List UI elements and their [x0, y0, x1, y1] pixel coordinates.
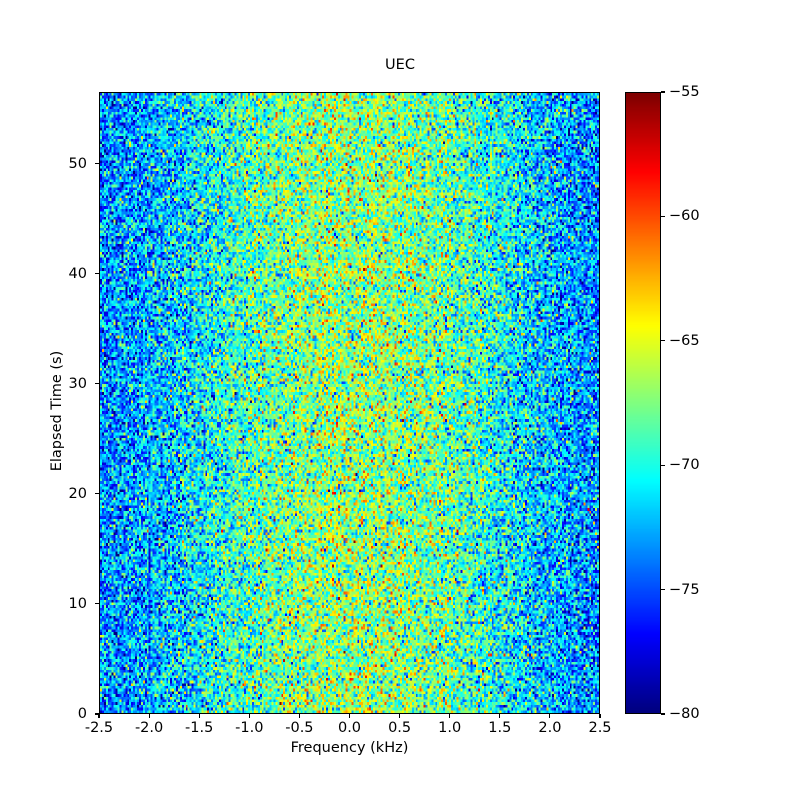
x-tick-mark [348, 714, 351, 719]
colorbar-tick-mark [661, 91, 666, 93]
x-tick-label: 2.5 [588, 720, 612, 736]
colorbar-tick-label: −75 [669, 581, 700, 598]
y-tick-label: 40 [68, 265, 87, 282]
x-tick-mark [148, 714, 150, 719]
x-tick-label: -1.5 [185, 720, 214, 736]
colorbar-tick-mark [661, 215, 666, 217]
colorbar-gradient [626, 93, 660, 713]
x-tick-label: 0.0 [337, 720, 362, 736]
x-tick-label: -0.5 [285, 720, 314, 736]
y-tick-label: 0 [77, 706, 87, 722]
y-tick-label: 50 [68, 155, 87, 172]
y-tick-mark [94, 493, 99, 495]
y-tick-label: 30 [68, 375, 87, 392]
colorbar-tick-mark [661, 589, 666, 591]
y-axis-label: Elapsed Time (s) [49, 350, 65, 472]
x-tick-label: -1.0 [235, 720, 264, 736]
colorbar-tick-label: −65 [669, 332, 700, 349]
spectrogram-axes [99, 92, 600, 714]
x-tick-mark [599, 714, 601, 719]
x-tick-mark [198, 714, 200, 719]
colorbar-tick-label: −80 [669, 706, 700, 722]
x-tick-label: 1.5 [488, 720, 512, 736]
colorbar-tick-label: −60 [669, 208, 700, 225]
x-tick-mark [449, 714, 451, 719]
y-tick-mark [94, 713, 99, 715]
colorbar-tick-label: −55 [669, 84, 700, 100]
x-tick-mark [549, 714, 551, 719]
y-tick-mark [94, 273, 99, 275]
colorbar-tick-mark [661, 464, 666, 466]
x-tick-label: 0.5 [388, 720, 412, 736]
x-tick-label: 2.0 [538, 720, 562, 736]
x-tick-mark [499, 714, 501, 719]
y-tick-mark [94, 163, 99, 165]
x-tick-mark [248, 714, 250, 719]
x-tick-mark [98, 714, 100, 719]
colorbar-tick-mark [661, 340, 666, 342]
title-line-station: UEC [385, 57, 415, 73]
colorbar-tick-label: −70 [669, 457, 700, 474]
spectrogram-image [100, 93, 599, 713]
x-tick-label: 1.0 [438, 720, 462, 736]
x-axis-label: Frequency (kHz) [290, 740, 409, 756]
colorbar [625, 92, 661, 714]
x-tick-label: -2.0 [134, 720, 164, 736]
x-tick-mark [298, 714, 300, 719]
y-tick-label: 20 [68, 485, 87, 502]
y-tick-label: 10 [68, 595, 87, 612]
y-tick-mark [94, 383, 99, 385]
colorbar-tick-mark [661, 713, 666, 715]
x-tick-mark [399, 714, 401, 719]
x-tick-label: -2.5 [84, 720, 114, 736]
y-tick-mark [94, 603, 99, 605]
